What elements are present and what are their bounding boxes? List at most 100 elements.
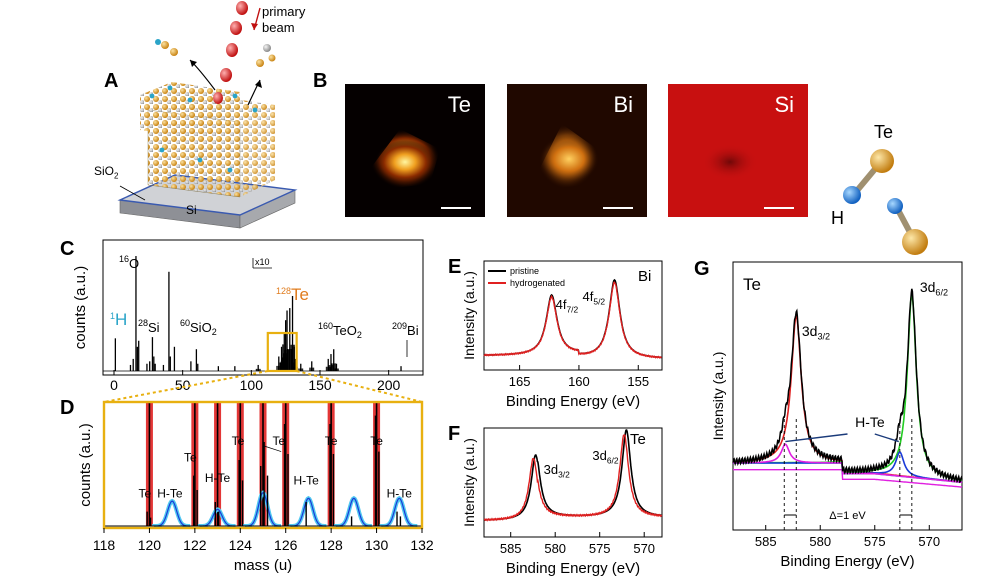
chart-d: 118 120 122 124 126 128 130 132 mass (u) counts (…	[77, 400, 434, 574]
chart-d-h-te-peak	[379, 495, 418, 528]
chart-e-legend-label: pristine	[510, 266, 539, 276]
panel-letter-e: E	[448, 256, 462, 278]
panel-letter-f: F	[448, 423, 461, 445]
chart-c-scale-note: x10	[255, 257, 270, 267]
panel-letter-b: B	[313, 70, 328, 92]
bi-map-label: Bi	[613, 92, 633, 117]
chart-g-envelope	[732, 288, 963, 484]
chart-c-xtick-label: 100	[240, 377, 264, 393]
panel-letter-d: D	[60, 397, 75, 419]
te-scalebar	[441, 207, 471, 209]
chart-d-label-pointer	[264, 445, 282, 452]
bi-scalebar	[603, 207, 633, 209]
chart-e-xlabel: Binding Energy (eV)	[506, 393, 640, 410]
chart-f-xtick-label: 570	[633, 541, 655, 556]
chart-e-xtick-label: 165	[509, 374, 531, 389]
chart-g-delta-label: Δ=1 eV	[829, 510, 866, 522]
chart-e-peak-label: 4f5/2	[583, 289, 606, 306]
si-map: Si	[668, 84, 808, 217]
chart-g-background-magenta	[733, 469, 963, 488]
chart-f-peak-label: 3d6/2	[592, 448, 619, 465]
chart-c-xtick-label: 50	[175, 377, 191, 393]
chart-g-peak-label: 3d3/2	[802, 323, 830, 342]
chart-e-element: Bi	[638, 268, 651, 285]
h-te-molecule	[843, 149, 928, 255]
chart-c-annotation: 209Bi	[392, 321, 419, 338]
chart-d-h-te-peak	[152, 498, 191, 528]
chart-d-h-te-peak	[288, 495, 327, 528]
chart-g-annotation: H-Te	[855, 414, 885, 430]
sio2-label: SiO2	[94, 164, 118, 180]
panel-letter-c: C	[60, 238, 75, 260]
molecule-h-label: H	[831, 208, 844, 228]
chart-g-xtick-label: 570	[918, 534, 940, 549]
chart-d-h-te-peak-line	[289, 497, 327, 527]
chart-g-xtick-label: 585	[755, 534, 777, 549]
chart-c-annotation: 16O	[119, 254, 139, 271]
molecule-te-label: Te	[874, 122, 894, 142]
chart-c-frame	[102, 239, 424, 376]
chart-c: 0 50 100 150 200 counts (a.u.) 16O 1H 28Si 60SiO2…	[72, 239, 424, 403]
chart-d-peak-label: Te	[273, 434, 286, 448]
chart-d-xtick-label: 118	[93, 537, 116, 553]
chart-d-peak-label: Te	[370, 434, 383, 448]
panel-a-illustration	[117, 1, 298, 229]
chart-f-ylabel: Intensity (a.u.)	[461, 438, 477, 527]
chart-c-ylabel: counts (a.u.)	[72, 266, 89, 349]
chart-c-annotation: 1H	[110, 310, 127, 329]
chart-e: 165 160 155 Binding Energy (eV) Intensity (a…	[461, 260, 663, 410]
chart-d-xlabel: mass (u)	[234, 557, 292, 574]
chart-g-element: Te	[743, 275, 761, 294]
panel-letter-a: A	[104, 70, 119, 92]
chart-f-frame	[483, 427, 663, 538]
bi-map: Bi	[507, 84, 647, 217]
sio2-sub: 2	[114, 171, 119, 181]
chart-d-h-te-peak-line	[153, 500, 191, 527]
chart-f-xtick-label: 575	[589, 541, 611, 556]
chart-f: 585 580 575 570 Binding Energy (eV) Intensity…	[461, 427, 663, 577]
chart-c-annotation: 128Te	[276, 285, 309, 304]
chart-c-annotation: 28Si	[138, 318, 160, 335]
chart-g-xtick-label: 580	[809, 534, 831, 549]
chart-d-peak-label: H-Te	[293, 473, 319, 487]
chart-c-annotation: 160TeO2	[318, 321, 362, 340]
chart-d-xtick-label: 128	[319, 537, 343, 553]
chart-d-xtick-label: 130	[365, 537, 389, 553]
te-map: Te	[345, 84, 485, 217]
panel-letter-g: G	[694, 258, 710, 280]
beam-label-2: beam	[262, 20, 295, 35]
chart-g-xlabel: Binding Energy (eV)	[780, 553, 914, 570]
chart-d-peak-label: H-Te	[205, 471, 231, 485]
crystal-side	[240, 105, 275, 197]
chart-f-peak-label: 3d3/2	[544, 462, 571, 479]
chart-e-legend-label: hydrogenated	[510, 278, 565, 288]
chart-f-series-hydrogenated	[483, 434, 663, 522]
primary-beam	[213, 1, 248, 104]
chart-d-peak-label: Te	[232, 434, 245, 448]
chart-d-peak-label: Te	[139, 487, 152, 501]
chart-d-ylabel: counts (a.u.)	[77, 423, 94, 506]
chart-d-frame	[102, 400, 424, 530]
chart-e-series-hydrogenated	[483, 281, 662, 359]
chart-d-h-te-peak-line	[380, 497, 418, 527]
chart-f-xtick-label: 580	[544, 541, 566, 556]
chart-g-xtick-label: 575	[864, 534, 886, 549]
chart-e-xtick-label: 160	[568, 374, 590, 389]
chart-c-zoom-line-left	[103, 370, 268, 403]
chart-e-series-pristine	[484, 278, 662, 359]
si-scalebar	[764, 207, 794, 209]
si-label: Si	[186, 203, 197, 217]
chart-e-peak-label: 4f7/2	[556, 297, 579, 314]
chart-c-xtick-label: 200	[377, 377, 401, 393]
chart-c-xtick-label: 150	[308, 377, 332, 393]
si-map-label: Si	[774, 92, 794, 117]
chart-f-xtick-label: 585	[500, 541, 522, 556]
chart-d-peak-label: Te	[325, 434, 338, 448]
chart-e-ylabel: Intensity (a.u.)	[461, 271, 477, 360]
chart-d-h-te-peak	[333, 495, 372, 528]
chart-c-xtick-label: 0	[110, 377, 118, 393]
chart-g-peak-label: 3d6/2	[920, 279, 948, 298]
chart-e-xtick-label: 155	[627, 374, 649, 389]
chart-d-peak-label: Te	[184, 451, 197, 465]
